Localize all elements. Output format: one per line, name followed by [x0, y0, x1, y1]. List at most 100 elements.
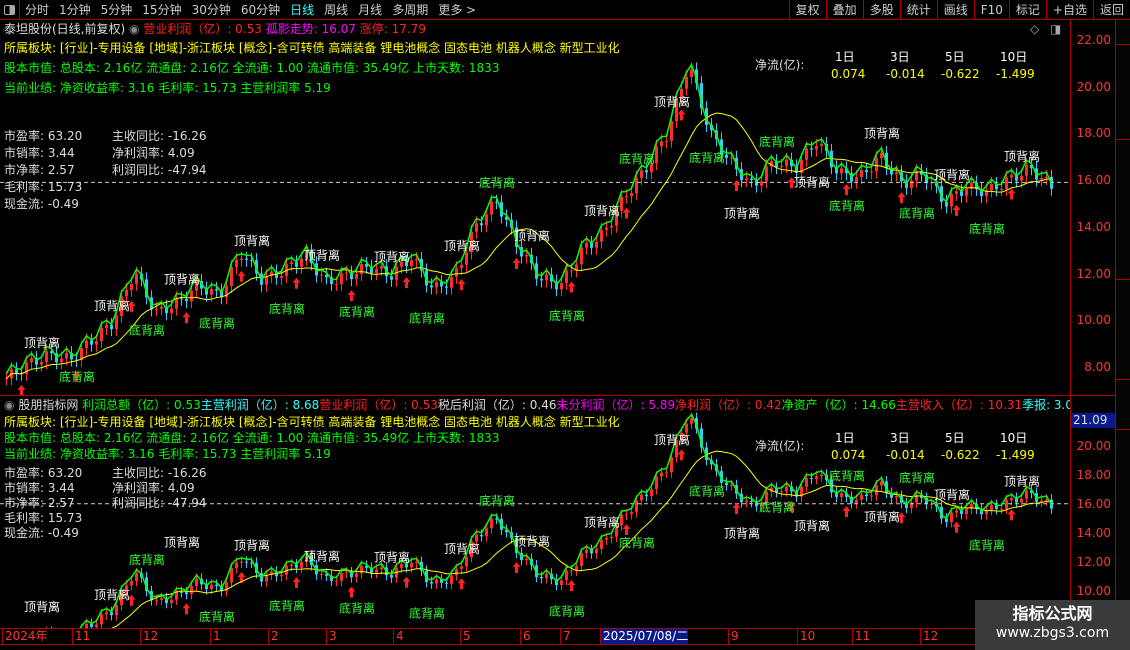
candle: [1030, 490, 1033, 494]
buy-arrow-icon: [457, 279, 466, 291]
candle: [465, 556, 468, 567]
candle: [380, 266, 383, 269]
sidebar-tab[interactable]: [1116, 280, 1130, 380]
period-tab[interactable]: 15分钟: [142, 3, 182, 17]
candle: [360, 565, 363, 574]
candle: [85, 623, 88, 628]
date-label: 12: [140, 629, 158, 644]
period-tab[interactable]: 分时: [25, 3, 50, 17]
candle: [215, 288, 218, 291]
candle: [810, 477, 813, 479]
period-tab[interactable]: 30分钟: [191, 3, 231, 17]
sidebar-tab[interactable]: [1116, 20, 1130, 45]
candle: [355, 573, 358, 578]
toolbar-button[interactable]: 标记: [1008, 0, 1046, 20]
y-tick: 12.00: [1076, 555, 1111, 569]
candle: [505, 216, 508, 220]
candle: [995, 183, 998, 190]
period-tab[interactable]: 1分钟: [59, 3, 91, 17]
bottom-divergence-label: 底背离: [409, 310, 445, 325]
flow-period: 1日: [835, 50, 855, 64]
candle: [950, 193, 953, 207]
panel-toggle-icon[interactable]: ◨: [1050, 22, 1062, 36]
candle: [225, 582, 228, 592]
candle: [480, 223, 483, 226]
candle: [430, 582, 433, 584]
candle: [655, 146, 658, 164]
candle: [745, 500, 748, 503]
candle: [465, 252, 468, 265]
candle: [895, 496, 898, 498]
candle: [610, 536, 613, 539]
date-label: 12: [920, 629, 938, 644]
period-tab[interactable]: 5分钟: [100, 3, 133, 17]
candle: [635, 178, 638, 194]
toolbar-button[interactable]: 多股: [862, 0, 900, 20]
sidebar-tab[interactable]: [1116, 45, 1130, 140]
candle: [755, 180, 758, 186]
candle: [880, 481, 883, 486]
candle: [985, 509, 988, 515]
top-divergence-label: 顶背离: [934, 167, 970, 182]
buy-arrow-icon: [842, 184, 851, 196]
period-tab[interactable]: 多周期: [392, 3, 429, 17]
candle: [500, 518, 503, 530]
price-chart[interactable]: 顶背离底背离顶背离底背离顶背离底背离顶背离底背离顶背离底背离顶背离底背离顶背离底…: [0, 20, 1070, 395]
top-divergence-label: 顶背离: [584, 203, 620, 218]
candle: [425, 570, 428, 583]
period-tab[interactable]: 更多 >: [438, 3, 477, 17]
top-divergence-label: 顶背离: [234, 233, 270, 248]
candle: [810, 148, 813, 150]
bottom-divergence-label: 底背离: [619, 535, 655, 550]
candle: [245, 561, 248, 563]
sidebar-tab[interactable]: [1116, 380, 1130, 430]
flow-value: -0.622: [941, 448, 980, 462]
bottom-divergence-label: 底背离: [899, 206, 935, 221]
candle: [865, 169, 868, 173]
toolbar-button[interactable]: 复权: [788, 0, 826, 20]
period-tab[interactable]: 月线: [358, 3, 383, 17]
candle: [280, 574, 283, 577]
period-tab[interactable]: 60分钟: [240, 3, 281, 17]
date-label: 9: [728, 629, 739, 644]
stat-item: 现金流: -0.49: [4, 197, 79, 211]
toolbar-button[interactable]: 统计: [899, 0, 937, 20]
candle: [700, 428, 703, 448]
toolbar-button[interactable]: +自选: [1045, 0, 1093, 20]
candle: [970, 182, 973, 189]
candle: [595, 548, 598, 554]
candle: [570, 570, 573, 572]
stat-item: 净利润率: 4.09: [112, 481, 195, 495]
candle: [485, 214, 488, 226]
chevron-down-icon[interactable]: ◉: [4, 398, 15, 412]
period-tab[interactable]: 日线: [290, 3, 315, 17]
bottom-divergence-label: 底背离: [199, 315, 235, 330]
toolbar-button[interactable]: F10: [973, 0, 1009, 20]
candle: [120, 590, 123, 606]
indicator-chart[interactable]: 顶背离顶背离底背离顶背离底背离顶背离底背离顶背离底背离顶背离底背离顶背离底背离顶…: [0, 396, 1070, 628]
candle: [455, 568, 458, 576]
toolbar-button[interactable]: 返回: [1092, 0, 1130, 20]
candle: [155, 308, 158, 310]
y-tick: 14.00: [1076, 526, 1111, 540]
chevron-down-icon[interactable]: ◉: [129, 22, 140, 36]
top-divergence-label: 顶背离: [374, 550, 410, 565]
sidebar-tab[interactable]: [1116, 140, 1130, 280]
candle: [890, 492, 893, 498]
buy-arrow-icon: [512, 258, 521, 270]
candle: [935, 503, 938, 507]
diamond-icon[interactable]: ◇: [1030, 22, 1040, 36]
toolbar-button[interactable]: 画线: [936, 0, 974, 20]
indicator-value: 税后利润（亿）: 0.46: [437, 398, 557, 412]
toolbar-button[interactable]: 叠加: [825, 0, 863, 20]
candle: [940, 186, 943, 202]
candle: [480, 534, 483, 537]
candle: [305, 250, 308, 259]
candle: [240, 258, 243, 260]
period-tab[interactable]: 周线: [324, 3, 349, 17]
y-tick: 12.00: [1076, 266, 1111, 281]
top-divergence-label: 顶背离: [374, 249, 410, 264]
candle: [910, 502, 913, 508]
candle: [685, 423, 688, 433]
layout-toggle-icon[interactable]: [0, 0, 20, 20]
